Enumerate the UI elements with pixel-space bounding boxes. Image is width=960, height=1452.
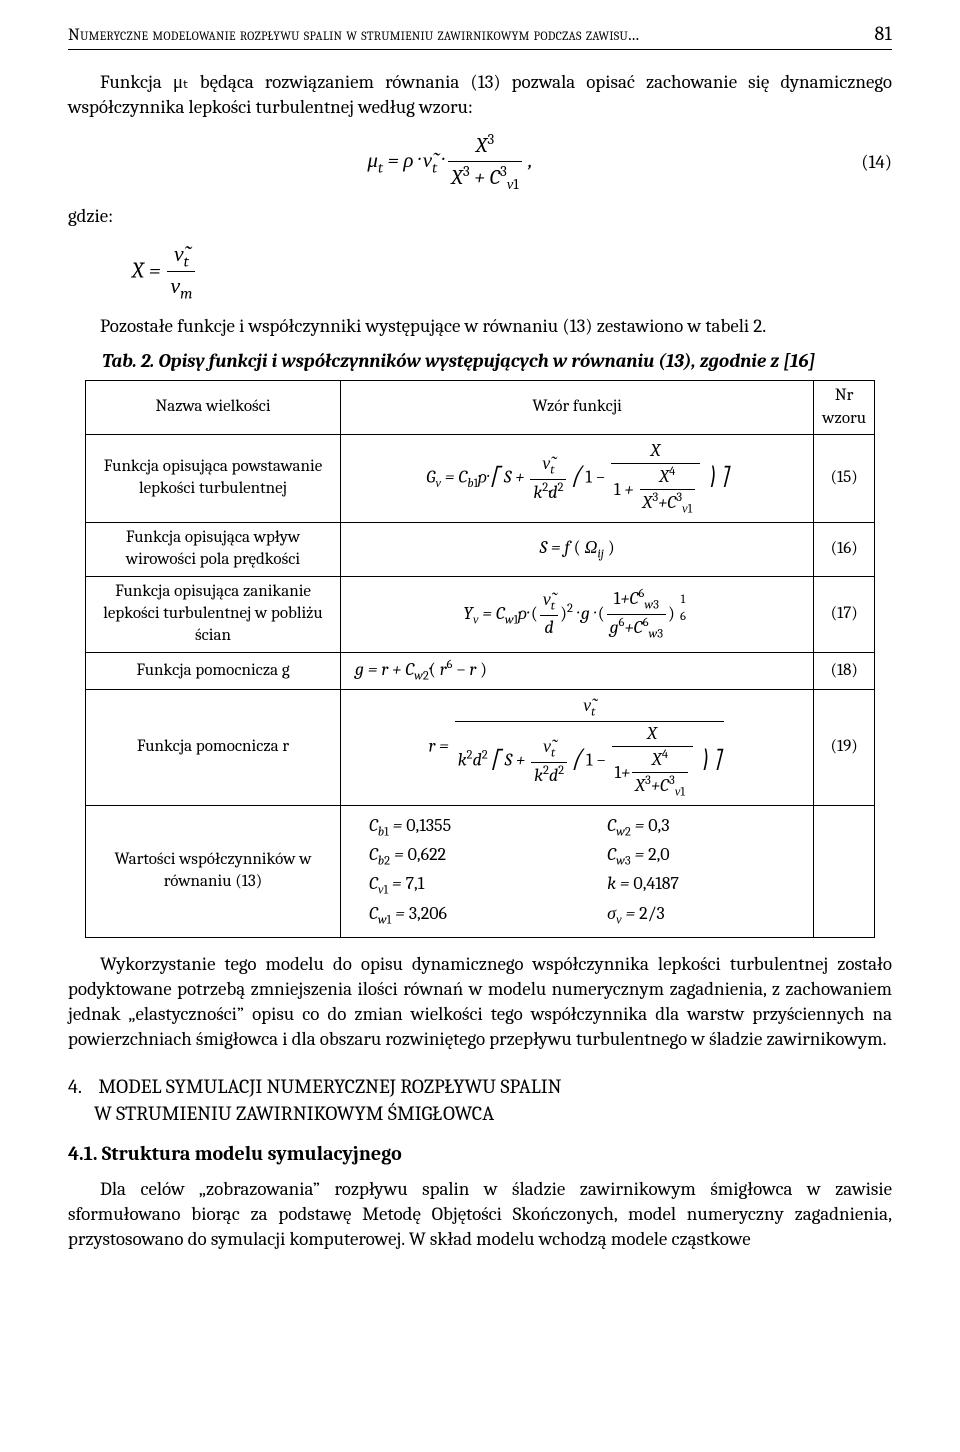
intro-paragraph: Funkcja μₜ będąca rozwiązaniem równania …	[68, 70, 892, 120]
coef-cw3: Cw3 = 2,0	[607, 843, 785, 870]
coef-cb2: Cb2 = 0,622	[369, 843, 547, 870]
page-number: 81	[874, 22, 892, 45]
row-formula: r = ν̃t k2d2 ⎡ S + ν̃tk2d2 ⎛ 1 − X 1+X4X…	[341, 690, 814, 806]
table-row: Wartości współczynników w równaniu (13) …	[86, 806, 875, 938]
coef-k: k = 0,4187	[607, 872, 785, 899]
row-name: Funkcja pomocnicza g	[86, 652, 341, 689]
row-formula: Cb1 = 0,1355 Cw2 = 0,3 Cb2 = 0,622 Cw3 =…	[341, 806, 814, 938]
coef-cw1: Cw1 = 3,206	[369, 902, 547, 929]
section-4-1-heading: 4.1. Struktura modelu symulacyjnego	[68, 1141, 892, 1167]
row-formula: Yν = Cw1·ρ· (ν̃td)2 · g · (1+C6w3g6+C6w3…	[341, 576, 814, 652]
col-header-formula: Wzór funkcji	[341, 381, 814, 435]
section-4-heading: 4. MODEL SYMULACJI NUMERYCZNEJ ROZPŁYWU …	[68, 1074, 892, 1127]
pozostale-paragraph: Pozostałe funkcje i współczynniki występ…	[68, 314, 892, 339]
running-title: Numeryczne modelowanie rozpływu spalin w…	[68, 26, 640, 45]
row-name: Funkcja opisująca zanikanie lepkości tur…	[86, 576, 341, 652]
row-name: Funkcja opisująca wpływ wirowości pola p…	[86, 522, 341, 576]
row-name: Funkcja pomocnicza r	[86, 690, 341, 806]
equation-14: μt = ρ · ν̃t · X3 X3 + C3ν1 ,	[68, 130, 832, 194]
table-row: Funkcja pomocnicza g g = r + Cw2·( r6 − …	[86, 652, 875, 689]
equation-14-number: (14)	[832, 150, 892, 175]
x-definition: X = ν̃t νm	[132, 240, 197, 304]
row-eqnum	[814, 806, 875, 938]
row-eqnum: (19)	[814, 690, 875, 806]
coef-cv1: Cν1 = 7,1	[369, 872, 547, 899]
row-formula: Gν = Cb1·ρ· ⎡ S + ν̃tk2·d2 ⎛ 1 − X 1 + X…	[341, 435, 814, 523]
header-rule	[68, 49, 892, 50]
col-header-name: Nazwa wielkości	[86, 381, 341, 435]
col-header-num: Nrwzoru	[814, 381, 875, 435]
table-row: Funkcja opisująca powstawanie lepkości t…	[86, 435, 875, 523]
table-row: Funkcja opisująca zanikanie lepkości tur…	[86, 576, 875, 652]
row-eqnum: (18)	[814, 652, 875, 689]
coef-cw2: Cw2 = 0,3	[607, 814, 785, 841]
running-header: Numeryczne modelowanie rozpływu spalin w…	[0, 0, 960, 49]
table-2: Nazwa wielkości Wzór funkcji Nrwzoru Fun…	[85, 380, 875, 938]
row-eqnum: (15)	[814, 435, 875, 523]
equation-14-row: μt = ρ · ν̃t · X3 X3 + C3ν1 , (14)	[68, 130, 892, 194]
row-formula: S = f ( Ωij )	[341, 522, 814, 576]
x-definition-row: X = ν̃t νm	[68, 240, 892, 304]
table-row: Funkcja pomocnicza r r = ν̃t k2d2 ⎡ S + …	[86, 690, 875, 806]
section-4-1-paragraph: Dla celów „zobrazowania” rozpływu spalin…	[68, 1177, 892, 1252]
coef-sig: σν = 2/3	[607, 902, 785, 929]
row-eqnum: (17)	[814, 576, 875, 652]
row-formula: g = r + Cw2·( r6 − r )	[341, 652, 814, 689]
table-row: Funkcja opisująca wpływ wirowości pola p…	[86, 522, 875, 576]
coef-cb1: Cb1 = 0,1355	[369, 814, 547, 841]
gdzie-label: gdzie:	[68, 204, 892, 229]
row-eqnum: (16)	[814, 522, 875, 576]
table-2-caption: Tab. 2. Opisy funkcji i współczynników w…	[102, 349, 892, 374]
table-header-row: Nazwa wielkości Wzór funkcji Nrwzoru	[86, 381, 875, 435]
row-name: Funkcja opisująca powstawanie lepkości t…	[86, 435, 341, 523]
row-name: Wartości współczynników w równaniu (13)	[86, 806, 341, 938]
post-table-paragraph: Wykorzystanie tego modelu do opisu dynam…	[68, 952, 892, 1052]
